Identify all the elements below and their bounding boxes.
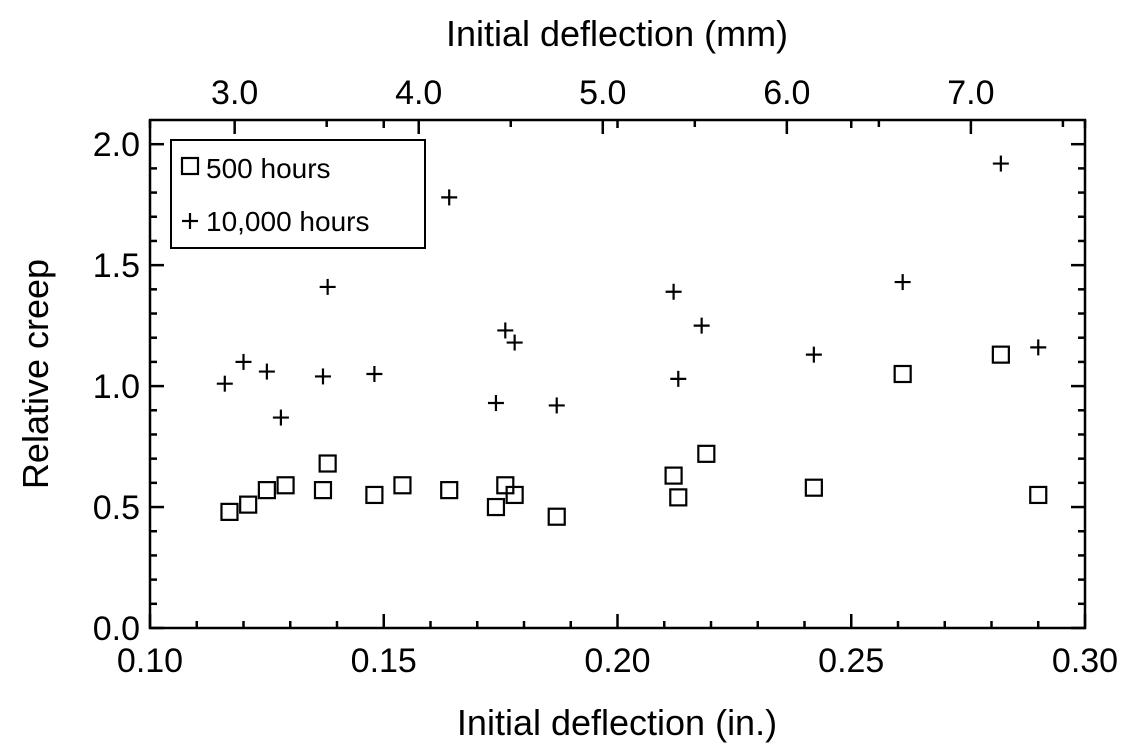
- legend: 500 hours 10,000 hours: [170, 139, 426, 249]
- data-point-square: [991, 345, 1010, 364]
- data-point-square: [318, 454, 337, 473]
- data-point-plus: [216, 375, 233, 392]
- x2-axis-title: Initial deflection (mm): [446, 13, 788, 54]
- data-point-square: [313, 481, 333, 500]
- data-point-plus: [506, 334, 523, 351]
- y-tick-label: 0.0: [93, 610, 140, 648]
- data-point-plus: [665, 283, 682, 300]
- data-point-square: [276, 476, 295, 495]
- legend-label-10000-hours: 10,000 hours: [206, 206, 369, 237]
- data-point-square: [664, 466, 683, 485]
- data-point-square: [804, 478, 823, 497]
- data-point-square: [496, 476, 515, 495]
- data-point-square: [393, 476, 412, 495]
- data-point-square: [505, 485, 524, 505]
- data-point-plus: [670, 370, 687, 387]
- data-point-square: [697, 444, 716, 463]
- x2-tick-label: 7.0: [947, 74, 994, 112]
- x2-tick-label: 5.0: [579, 74, 626, 112]
- data-marks: [216, 155, 1048, 526]
- data-point-square: [239, 495, 258, 514]
- data-point-plus: [487, 395, 504, 412]
- x-tick-label: 0.20: [584, 642, 650, 680]
- data-point-plus: [548, 397, 565, 414]
- legend-box: [170, 139, 426, 249]
- data-point-plus: [805, 346, 822, 363]
- axis-ticks: [148, 120, 1087, 630]
- legend-square-icon: [180, 156, 200, 176]
- data-point-plus: [235, 353, 252, 370]
- x-axis-title: Initial deflection (in.): [457, 702, 777, 743]
- data-point-square: [893, 364, 912, 384]
- y-tick-label: 1.5: [93, 247, 140, 285]
- data-point-plus: [497, 322, 514, 339]
- x-tick-label: 0.25: [818, 642, 884, 680]
- x-tick-label: 0.10: [117, 642, 183, 680]
- legend-plus-icon: [182, 213, 198, 229]
- x2-tick-label: 4.0: [395, 74, 442, 112]
- y-tick-label: 2.0: [93, 126, 140, 164]
- x2-tick-label: 6.0: [763, 74, 810, 112]
- data-point-plus: [272, 409, 289, 426]
- data-point-square: [257, 481, 276, 500]
- data-point-square: [486, 497, 506, 517]
- data-point-plus: [1030, 339, 1047, 356]
- x2-tick-label: 3.0: [211, 74, 258, 112]
- data-point-plus: [319, 278, 336, 295]
- data-point-plus: [366, 366, 383, 382]
- x-tick-label: 0.30: [1052, 642, 1118, 680]
- data-point-plus: [258, 363, 275, 380]
- y-tick-label: 1.0: [93, 368, 140, 406]
- data-point-plus: [992, 155, 1009, 172]
- data-point-square: [220, 502, 239, 521]
- data-point-square: [440, 481, 459, 500]
- data-point-square: [547, 507, 566, 526]
- y-tick-label: 0.5: [93, 489, 140, 527]
- axis-tick-labels: 0.10 0.15 0.20 0.25 0.30 0.0 0.5 1.0 1.5 2.0 3.0 4.…: [93, 74, 1118, 680]
- data-point-plus: [314, 368, 331, 385]
- data-point-plus: [693, 317, 710, 334]
- data-point-square: [365, 485, 384, 505]
- y-axis-title: Relative creep: [15, 259, 56, 489]
- data-point-square: [1029, 485, 1048, 505]
- data-point-square: [669, 488, 688, 507]
- x-tick-label: 0.15: [351, 642, 417, 680]
- data-point-plus: [894, 274, 911, 291]
- legend-label-500-hours: 500 hours: [206, 153, 331, 184]
- data-point-plus: [441, 189, 458, 206]
